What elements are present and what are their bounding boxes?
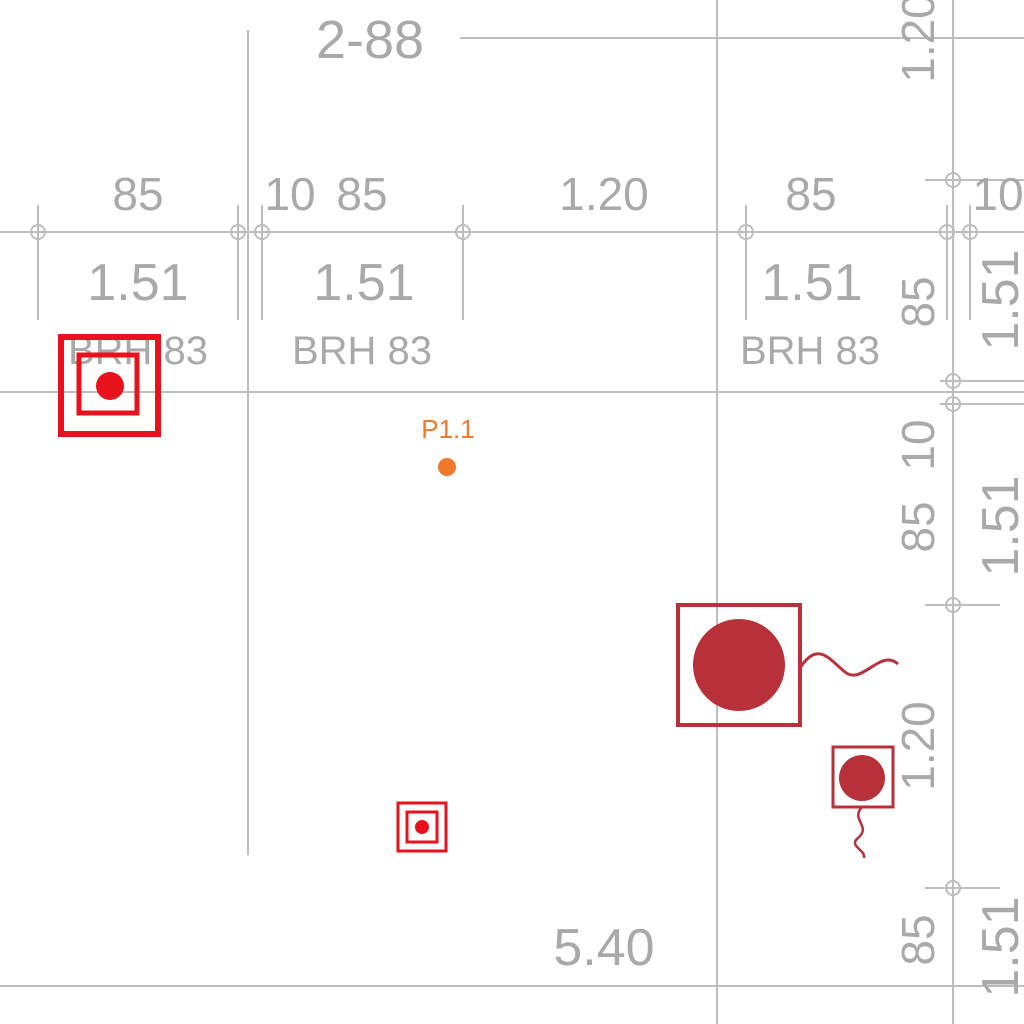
dimension-text: 1.20 xyxy=(892,701,944,791)
dimension-marker-icon xyxy=(962,224,978,240)
dimension-marker-icon xyxy=(254,224,270,240)
dimension-text: 85 xyxy=(892,914,944,965)
dimension-marker-icon xyxy=(455,224,471,240)
dimension-text: 85 xyxy=(892,501,944,552)
plan-title: 2-88 xyxy=(316,10,424,70)
dimension-marker-icon xyxy=(939,224,955,240)
dimension-text: 85 xyxy=(785,168,836,220)
dimension-marker-icon xyxy=(30,224,46,240)
dimension-text: 1.51 xyxy=(87,254,188,312)
point-label: P1.1 xyxy=(421,414,475,444)
small-outlet-icon[interactable] xyxy=(396,801,448,853)
dimension-text: 1.20 xyxy=(559,168,649,220)
dimension-marker-icon xyxy=(945,172,961,188)
dimension-text: 10 xyxy=(264,168,315,220)
dimension-text: 1.51 xyxy=(972,475,1024,576)
dimension-marker-icon xyxy=(738,224,754,240)
survey-point-icon[interactable] xyxy=(438,458,456,476)
ceiling-light-icon[interactable] xyxy=(676,603,899,727)
double-square-outlet-icon[interactable] xyxy=(58,334,161,437)
window-label: BRH 83 xyxy=(740,329,880,373)
dimension-text: 5.40 xyxy=(553,919,654,977)
dimension-text: 85 xyxy=(336,168,387,220)
dimension-text: 1.51 xyxy=(972,896,1024,997)
dimension-text: 10 xyxy=(972,168,1023,220)
window-label: BRH 83 xyxy=(292,329,432,373)
dimension-text: 1.20 xyxy=(892,0,944,83)
dimension-marker-icon xyxy=(230,224,246,240)
dimension-text: 85 xyxy=(892,276,944,327)
dimension-text: 1.51 xyxy=(761,254,862,312)
window-labels: BRH 83 BRH 83 BRH 83 xyxy=(68,329,880,373)
right-dimensions: 1.20 85 10 85 1.20 85 1.51 1.51 1.51 xyxy=(892,0,1024,998)
wall-light-icon[interactable] xyxy=(831,745,895,859)
top-dimensions: 85 10 85 1.20 85 10 xyxy=(112,168,1023,220)
dimension-text: 1.51 xyxy=(313,254,414,312)
bottom-dimensions: 1.51 1.51 1.51 xyxy=(87,254,862,312)
dimension-text: 1.51 xyxy=(972,249,1024,350)
dimension-text: 10 xyxy=(892,419,944,470)
dimension-text: 85 xyxy=(112,168,163,220)
